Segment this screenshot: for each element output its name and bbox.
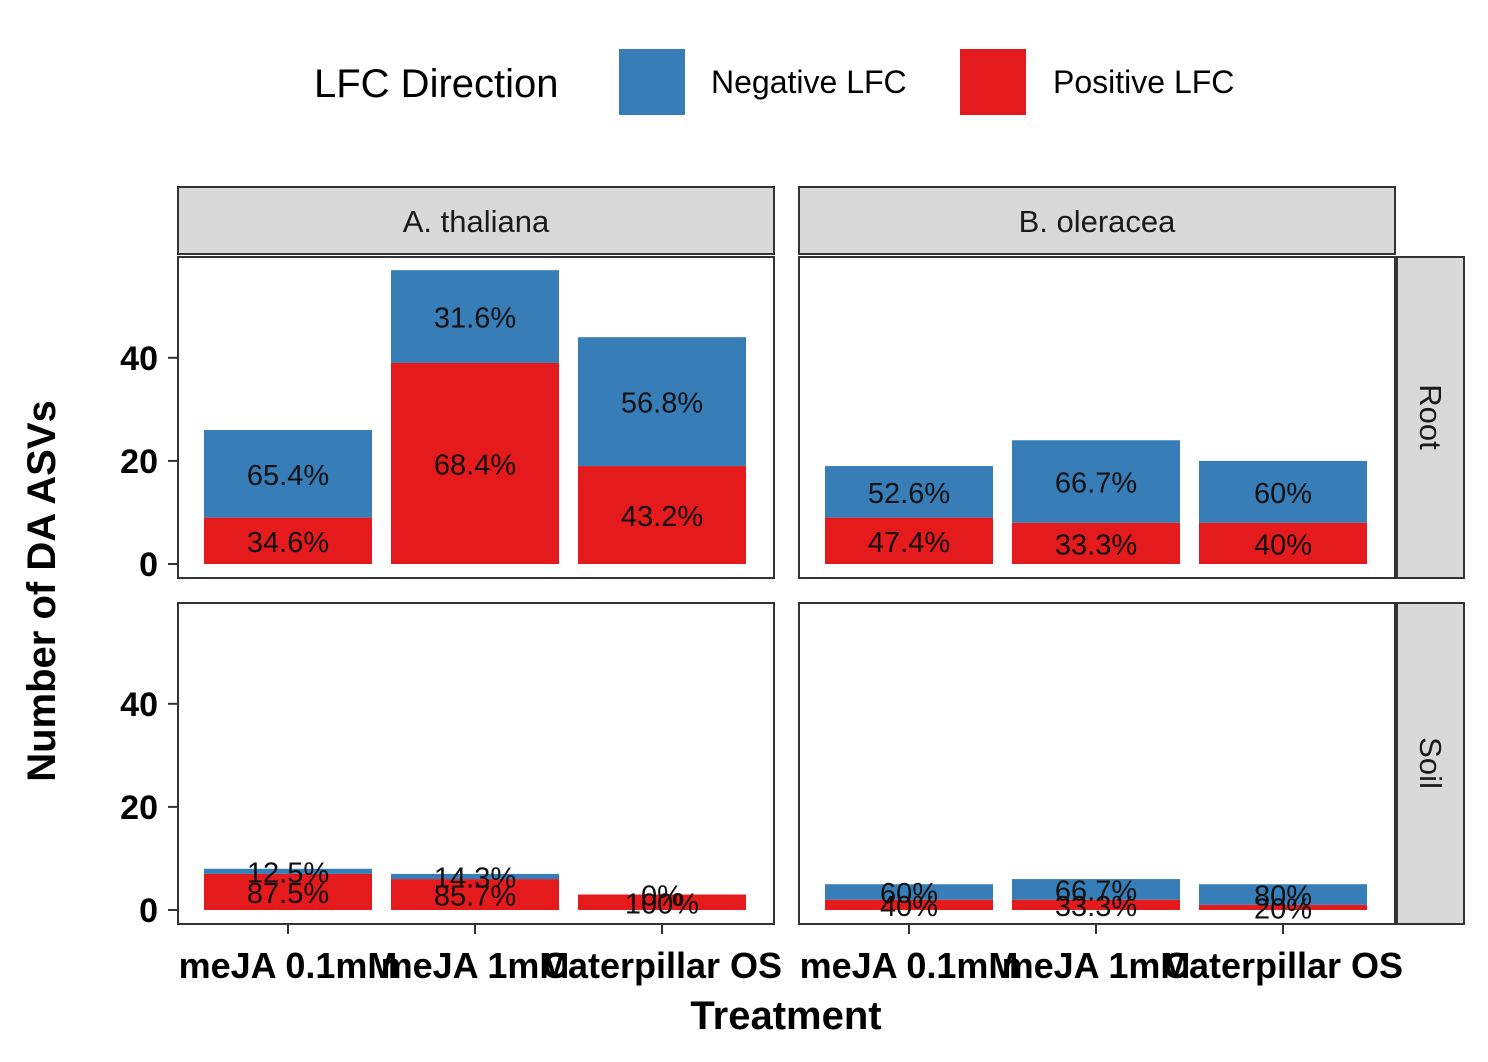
y-axis-title: Number of DA ASVs xyxy=(20,400,64,782)
strip-row-1-label: Root xyxy=(1413,384,1448,450)
x-tick-label: meJA 1mM xyxy=(1002,945,1191,986)
bar-negative xyxy=(825,884,993,900)
panel-b-oleracea-soil: 40%60% 33.3%66.7% 20%80% xyxy=(798,602,1396,925)
strip-col-1-label: A. thaliana xyxy=(403,204,550,239)
data-label-positive: 40% xyxy=(1254,529,1312,561)
data-label-negative: 0% xyxy=(641,881,683,913)
data-label-negative: 52.6% xyxy=(868,478,950,510)
y-axis: 0 20 40 0 20 40 xyxy=(120,340,178,930)
legend-swatch-positive xyxy=(960,49,1026,115)
data-label-positive: 87.5% xyxy=(247,878,329,910)
panel-frame xyxy=(798,602,1396,925)
bar-negative xyxy=(1199,460,1367,523)
bar-negative xyxy=(825,466,993,518)
y-tick-label: 20 xyxy=(120,443,158,481)
bar-positive xyxy=(1012,899,1180,910)
row-strips: Root Soil xyxy=(1396,256,1465,925)
bar-positive xyxy=(578,894,746,910)
bar-negative xyxy=(1012,440,1180,523)
x-tick-label: Caterpillar OS xyxy=(1163,945,1403,986)
bar-negative xyxy=(204,429,372,518)
x-tick-label: meJA 0.1mM xyxy=(179,945,398,986)
data-label-negative: 80% xyxy=(1254,881,1312,913)
strip-col-2 xyxy=(798,186,1396,255)
strip-col-2-label: B. oleracea xyxy=(1019,204,1177,239)
data-label-negative: 60% xyxy=(880,878,938,910)
data-label-negative: 60% xyxy=(1254,478,1312,510)
y-tick-label: 0 xyxy=(139,892,158,930)
panel-a-thaliana-soil: 87.5%12.5% 85.7%14.3% 100%0% xyxy=(177,602,775,925)
bar-negative xyxy=(391,270,559,363)
panel-a-thaliana-root: 34.6% 65.4% 68.4% 31.6% 43.2% 56.8% xyxy=(177,256,775,579)
data-label-negative: 31.6% xyxy=(434,303,516,335)
bar-positive xyxy=(1199,904,1367,910)
legend: LFC Direction Negative LFC Positive LFC xyxy=(314,49,1234,115)
data-label-positive: 100% xyxy=(625,888,699,920)
bar-positive xyxy=(391,362,559,564)
y-tick-label: 40 xyxy=(120,686,158,724)
bar-negative xyxy=(1199,884,1367,905)
y-tick-label: 20 xyxy=(120,789,158,827)
bar-positive xyxy=(204,873,372,910)
strip-col-1 xyxy=(177,186,775,255)
bar-positive xyxy=(825,517,993,564)
x-axis-title: Treatment xyxy=(690,994,881,1038)
data-label-positive: 43.2% xyxy=(621,501,703,533)
data-label-negative: 12.5% xyxy=(247,857,329,889)
y-tick-label: 40 xyxy=(120,340,158,378)
data-label-positive: 34.6% xyxy=(247,527,329,559)
bar-negative xyxy=(578,337,746,467)
strip-row-2 xyxy=(1396,602,1465,925)
bar-negative xyxy=(391,873,559,880)
bar-negative xyxy=(204,868,372,874)
legend-swatch-negative xyxy=(619,49,685,115)
strip-row-1 xyxy=(1396,256,1465,579)
y-tick-label: 0 xyxy=(139,546,158,584)
x-tick-label: Caterpillar OS xyxy=(542,945,782,986)
data-label-negative: 65.4% xyxy=(247,460,329,492)
bar-positive xyxy=(391,879,559,910)
strip-row-2-label: Soil xyxy=(1413,737,1448,789)
data-label-negative: 14.3% xyxy=(434,862,516,894)
legend-label-positive: Positive LFC xyxy=(1053,64,1234,100)
panels: 34.6% 65.4% 68.4% 31.6% 43.2% 56.8% 47.4% 52.6%… xyxy=(177,256,1396,925)
x-tick-label: meJA 0.1mM xyxy=(800,945,1019,986)
data-label-negative: 56.8% xyxy=(621,388,703,420)
data-label-positive: 40% xyxy=(880,891,938,923)
data-label-positive: 47.4% xyxy=(868,527,950,559)
legend-label-negative: Negative LFC xyxy=(711,64,907,100)
bar-positive xyxy=(204,517,372,564)
data-label-negative: 66.7% xyxy=(1055,875,1137,907)
bar-negative xyxy=(1012,879,1180,900)
data-label-positive: 85.7% xyxy=(434,881,516,913)
bar-positive xyxy=(1199,522,1367,564)
data-label-positive: 33.3% xyxy=(1055,529,1137,561)
data-label-positive: 68.4% xyxy=(434,449,516,481)
data-label-positive: 20% xyxy=(1254,893,1312,925)
x-tick-label: meJA 1mM xyxy=(381,945,570,986)
bar-positive xyxy=(1012,522,1180,564)
column-strips: A. thaliana B. oleracea xyxy=(177,186,1396,255)
bar-positive xyxy=(825,899,993,910)
data-label-negative: 66.7% xyxy=(1055,468,1137,500)
bar-positive xyxy=(578,466,746,564)
legend-title: LFC Direction xyxy=(314,62,559,106)
panel-b-oleracea-root: 47.4% 52.6% 33.3% 66.7% 40% 60% xyxy=(798,256,1396,579)
data-label-positive: 33.3% xyxy=(1055,891,1137,923)
